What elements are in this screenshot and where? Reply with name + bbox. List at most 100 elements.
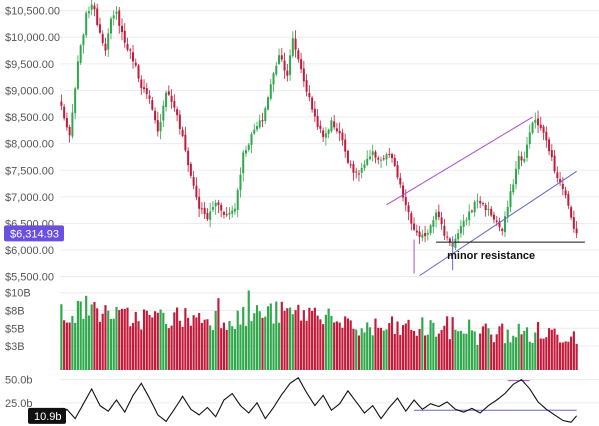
oscillator-value-tag-background (28, 407, 66, 424)
price-candle-body (96, 8, 99, 25)
price-gridlines (60, 10, 599, 278)
price-candle-body (319, 125, 322, 129)
price-candle-body (181, 129, 184, 136)
volume-bar (322, 324, 325, 370)
volume-bar (498, 326, 501, 370)
volume-bar (255, 305, 259, 370)
price-candle-body (542, 126, 545, 133)
price-candle-body (198, 196, 201, 209)
volume-bar (300, 320, 303, 370)
volume-bar (156, 312, 159, 370)
price-candle-body (79, 45, 82, 63)
price-candle-body (457, 233, 460, 240)
price-panel: $10,500.00 $10,000.00 $9,500.00 $9,000.00 $8… (4, 0, 599, 284)
price-candle-body (167, 91, 170, 95)
price-candle-body (173, 101, 176, 108)
price-candle-body (203, 207, 206, 214)
volume-bar (542, 338, 545, 370)
price-candle-body (316, 115, 319, 127)
volume-bar (228, 321, 231, 370)
price-candle-body (487, 208, 490, 211)
volume-bar (244, 325, 248, 370)
price-candle-body (134, 62, 137, 66)
price-candle-body (379, 159, 382, 161)
price-candle-body (349, 164, 352, 166)
volume-bar (338, 322, 341, 370)
volume-bar (319, 319, 322, 370)
price-candle-body (154, 110, 157, 121)
volume-bar (115, 306, 118, 370)
price-candle-body (330, 120, 333, 132)
price-candle-body (548, 139, 551, 152)
price-candle-body (415, 230, 418, 233)
volume-bar (525, 327, 529, 370)
volume-bar (385, 329, 388, 370)
price-tick-label: $10,500.00 (5, 6, 60, 18)
volume-bar (509, 342, 512, 370)
price-candle-body (269, 84, 272, 99)
volume-bar (233, 329, 237, 370)
volume-bar (333, 322, 336, 370)
volume-bar (531, 342, 534, 370)
price-candle-body (564, 190, 567, 196)
price-candle-body (559, 179, 562, 183)
volume-bar (501, 323, 504, 370)
price-candle-body (575, 228, 578, 234)
price-candle-body (341, 132, 344, 141)
price-candle-body (556, 172, 559, 179)
volume-bar (165, 324, 168, 370)
volume-bar (129, 326, 132, 370)
volume-tick-label: $3B (5, 341, 25, 353)
price-candle-body (506, 206, 509, 217)
volume-bar (349, 320, 352, 370)
price-candle-body (242, 152, 245, 174)
volume-bar (553, 328, 556, 370)
price-candle-body (399, 177, 402, 185)
volume-bar (153, 311, 157, 370)
price-candle-body (570, 207, 573, 218)
volume-bar (305, 320, 308, 370)
price-candle-body (148, 95, 151, 99)
volume-bar (534, 332, 537, 370)
volume-bar (189, 325, 192, 370)
price-trend-lines (386, 116, 585, 277)
volume-bar (184, 308, 187, 370)
price-candle-body (253, 129, 256, 134)
volume-bar (462, 333, 465, 370)
price-candle-body (112, 15, 115, 19)
volume-bar (181, 326, 184, 370)
price-tick-label: $8,000.00 (5, 139, 54, 151)
price-candle-body (327, 129, 330, 134)
price-candle-body (76, 61, 79, 89)
volume-bar (418, 328, 421, 370)
price-candle-body (346, 150, 349, 163)
price-candle-body (115, 11, 118, 14)
volume-bar (473, 331, 476, 370)
volume-bar (178, 320, 181, 370)
volume-bar (192, 315, 195, 370)
oscillator-gridlines (60, 379, 599, 404)
volume-bar (294, 310, 297, 370)
volume-bar (275, 301, 278, 370)
price-candle-body (572, 217, 575, 229)
volume-bar (220, 328, 223, 370)
volume-bars (60, 290, 578, 370)
price-candle-body (539, 124, 542, 129)
volume-bar (118, 310, 121, 370)
volume-bar (429, 320, 432, 370)
price-candle-body (101, 33, 104, 43)
price-candle-body (440, 217, 443, 225)
price-candle-body (187, 150, 190, 166)
price-candle-body (156, 120, 159, 132)
volume-bar (222, 322, 226, 370)
price-candle-body (244, 150, 247, 154)
price-candle-body (481, 203, 484, 205)
volume-bar (101, 313, 104, 370)
volume-bar (79, 301, 82, 370)
price-tick-label: $5,500.00 (5, 272, 54, 284)
volume-bar (495, 334, 498, 370)
price-candle-body (90, 4, 93, 10)
price-candle-body (495, 220, 498, 222)
volume-bar (206, 319, 209, 370)
volume-bar (145, 310, 148, 370)
